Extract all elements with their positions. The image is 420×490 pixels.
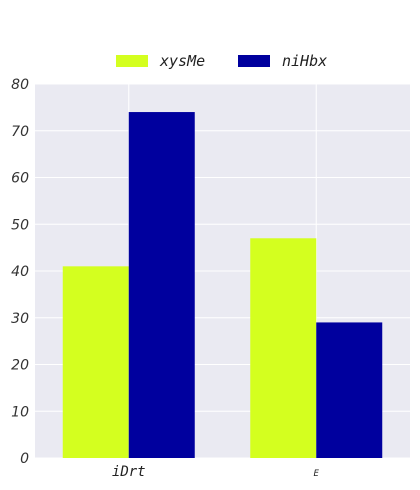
legend-swatch [238,55,270,67]
bar-niHbx-E [316,322,383,458]
bar-niHbx-iDrt [128,112,195,459]
y-tick-label: 0 [20,451,29,467]
x-tick-label: iDrt [112,464,146,480]
y-axis: 0 10 20 30 40 50 60 70 80 [11,77,29,467]
y-tick-label: 50 [11,217,29,233]
legend-swatch [116,55,148,67]
y-tick-label: 30 [11,311,29,327]
x-axis: iDrt E [112,464,320,480]
y-tick-label: 40 [11,264,29,280]
y-tick-label: 60 [11,171,29,187]
legend-label: niHbx [282,52,327,70]
y-tick-label: 70 [11,124,29,140]
y-tick-label: 20 [11,358,29,374]
bar-xysMe-E [250,238,317,458]
bars [62,112,383,459]
bar-xysMe-iDrt [62,266,129,458]
x-tick-label: E [314,469,320,479]
y-tick-label: 80 [11,77,29,93]
legend: xysMe niHbx [116,52,327,70]
legend-label: xysMe [159,52,205,70]
y-tick-label: 10 [11,404,29,420]
